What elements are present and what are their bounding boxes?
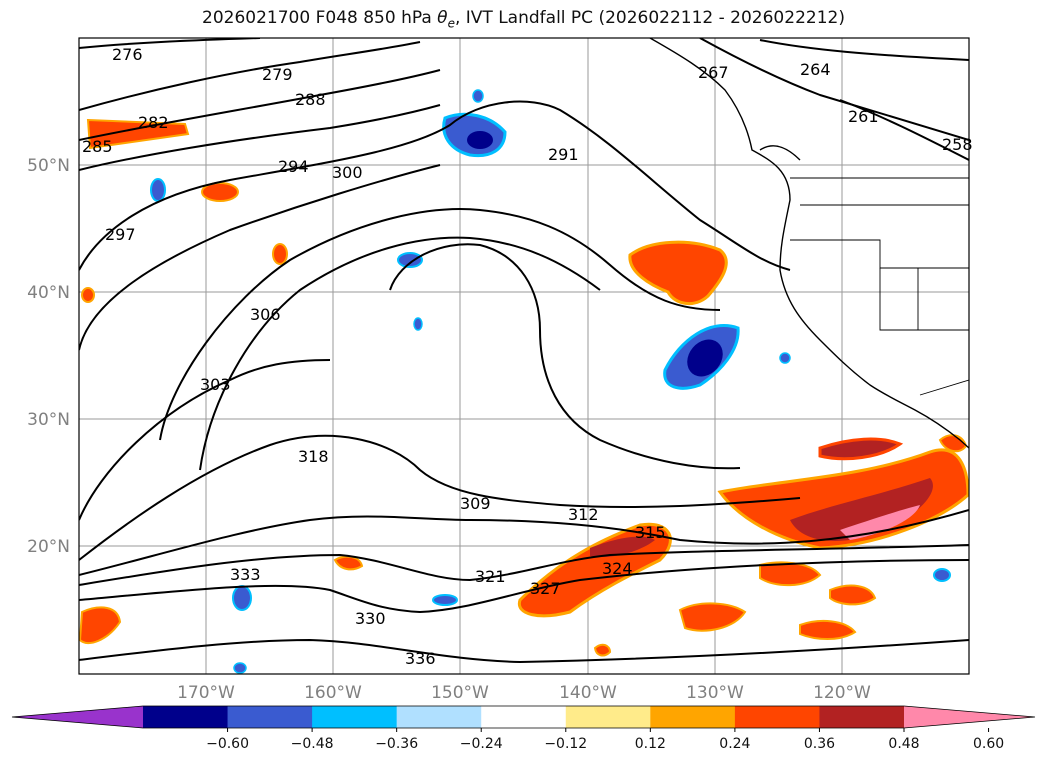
lon-label-130w: 130°W: [686, 683, 744, 703]
contour-label: 318: [298, 447, 329, 466]
colorbar-tick-label: 0.12: [635, 736, 666, 752]
colorbar-tick-label: −0.48: [291, 736, 334, 752]
colorbar-tick-label: −0.36: [375, 736, 418, 752]
colorbar-segment: [650, 706, 736, 728]
contour-label: 309: [460, 494, 491, 513]
contour-label: 267: [698, 63, 729, 82]
colorbar-segment: [481, 706, 567, 728]
colorbar-tick-label: −0.60: [206, 736, 249, 752]
contour-label: 336: [405, 649, 436, 668]
lon-label-140w: 140°W: [559, 683, 617, 703]
colorbar-tick-label: 0.60: [973, 736, 1004, 752]
contour-label: 294: [278, 157, 309, 176]
longitude-labels: 170°W 160°W 150°W 140°W 130°W 120°W: [177, 683, 871, 703]
contour-label: 264: [800, 60, 831, 79]
title-subscript: e: [447, 16, 455, 31]
colorbar-segment: [565, 706, 651, 728]
colorbar-tick-label: −0.24: [460, 736, 503, 752]
contour-label: 327: [530, 579, 561, 598]
contour-label: 315: [635, 523, 666, 542]
latitude-labels: 50°N 40°N 30°N 20°N: [27, 156, 70, 557]
colorbar-tick-label: −0.12: [544, 736, 587, 752]
contour-label: 291: [548, 145, 579, 164]
contour-label: 312: [568, 505, 599, 524]
contour-label: 258: [942, 135, 973, 154]
lat-label-40n: 40°N: [27, 283, 70, 303]
contour-label: 333: [230, 565, 261, 584]
contour-label: 282: [138, 113, 169, 132]
lon-label-170w: 170°W: [177, 683, 235, 703]
colorbar-tick-label: 0.48: [888, 736, 919, 752]
contour-label: 279: [262, 65, 293, 84]
contour-labels: 276 279 282 285 288 291 294 297 300 303 …: [82, 45, 973, 668]
ivt-shading: [79, 89, 969, 674]
lon-label-120w: 120°W: [813, 683, 871, 703]
lon-label-160w: 160°W: [304, 683, 362, 703]
coastline: [649, 38, 969, 449]
colorbar-segment: [734, 706, 820, 728]
title-suffix: , IVT Landfall PC (2026022112 - 20260222…: [454, 8, 845, 28]
colorbar-tick-label: 0.36: [804, 736, 835, 752]
title-prefix: 2026021700 F048 850 hPa: [202, 8, 432, 28]
contour-label: 285: [82, 137, 113, 156]
lat-label-50n: 50°N: [27, 156, 70, 176]
colorbar-segment: [819, 706, 905, 728]
map-panel: [79, 38, 969, 674]
contour-label: 330: [355, 609, 386, 628]
title-theta: θ: [437, 8, 448, 28]
lat-label-30n: 30°N: [27, 410, 70, 430]
lon-label-150w: 150°W: [431, 683, 489, 703]
contour-label: 261: [848, 107, 879, 126]
contour-label: 303: [200, 375, 231, 394]
contour-label: 288: [295, 90, 326, 109]
colorbar-extend-low: [12, 706, 143, 728]
colorbar: [11, 705, 1036, 729]
graticule: [79, 38, 969, 674]
colorbar-segment: [227, 706, 313, 728]
contour-label: 276: [112, 45, 143, 64]
map-title: 2026021700 F048 850 hPa θe, IVT Landfall…: [0, 8, 1047, 30]
contour-label: 324: [602, 559, 633, 578]
contour-label: 300: [332, 163, 363, 182]
colorbar-outline: [11, 705, 1036, 729]
colorbar-ticks: −0.60 −0.48 −0.36 −0.24 −0.12 0.12 0.24 0.36 0.4…: [206, 728, 1004, 752]
lat-label-20n: 20°N: [27, 537, 70, 557]
contour-label: 306: [250, 305, 281, 324]
colorbar-tick-label: 0.24: [719, 736, 750, 752]
contour-label: 297: [105, 225, 136, 244]
colorbar-segment: [312, 706, 398, 728]
colorbar-extend-high: [904, 706, 1035, 728]
theta-e-contours: [79, 38, 969, 664]
map-frame: [78, 37, 970, 675]
contour-label: 321: [475, 567, 506, 586]
colorbar-segment: [143, 706, 229, 728]
colorbar-segment: [396, 706, 482, 728]
